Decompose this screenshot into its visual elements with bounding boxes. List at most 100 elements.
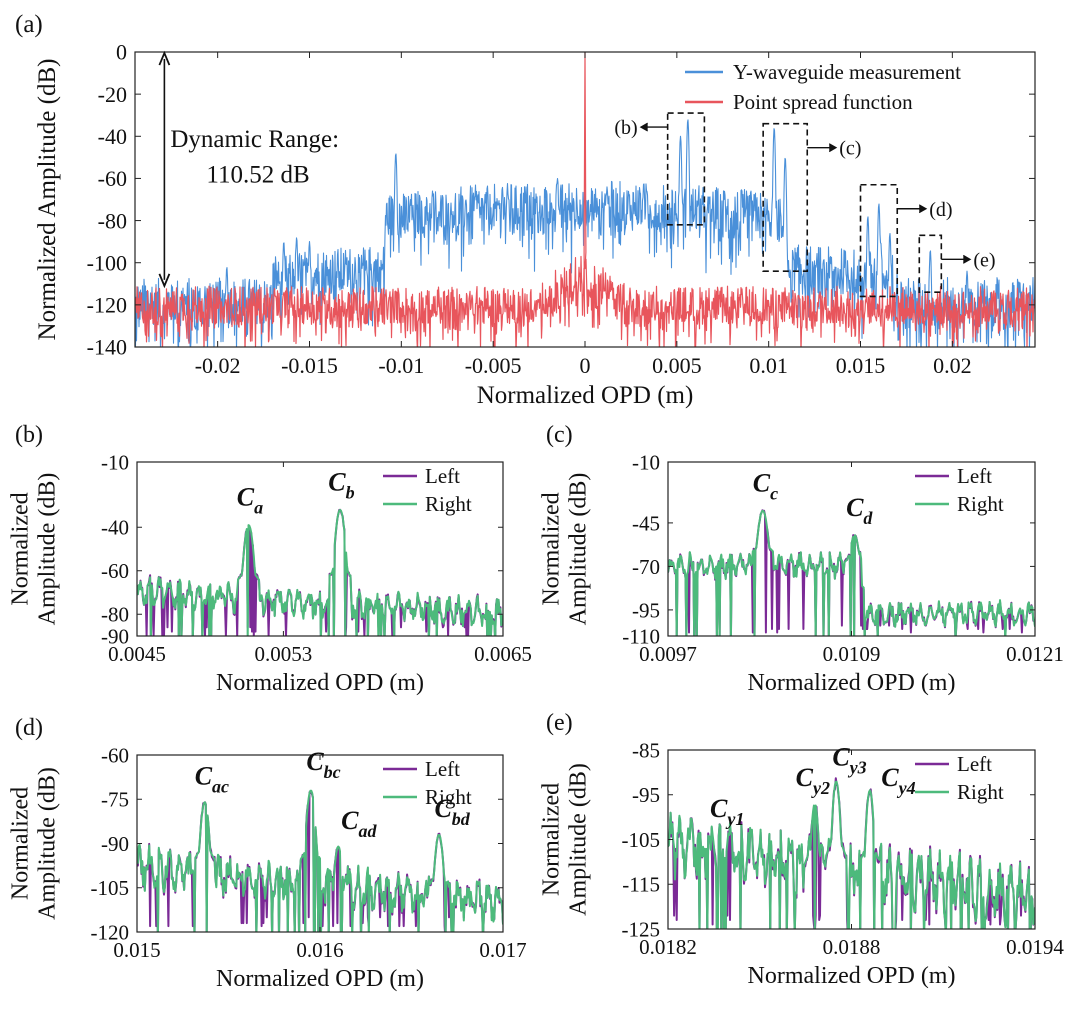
panel-label-c: (c) (546, 422, 573, 448)
dynamic-range-value: 110.52 dB (206, 162, 309, 189)
zoom-arrow-head (918, 204, 928, 214)
plot-area-e (668, 777, 1035, 929)
y-tick-label-a: -100 (87, 250, 127, 275)
panel-label-a: (a) (15, 11, 43, 38)
y-axis-label-d: Amplitude (dB) (35, 767, 61, 920)
series-right-d (137, 789, 503, 932)
x-tick-label-a: 0.015 (836, 353, 886, 378)
x-tick-label-a: -0.01 (378, 353, 424, 378)
zoom-box-b (666, 112, 706, 226)
series-y-waveguide (135, 119, 1035, 347)
peak-label-d: Cd (846, 493, 873, 528)
y-tick-label-a: -80 (98, 208, 127, 233)
x-tick-label-c: 0.0109 (823, 642, 881, 666)
arrow-head-top (158, 50, 171, 66)
plot-area-d (137, 789, 503, 932)
y-tick-label-c: -110 (622, 624, 660, 648)
x-tick-label-a: -0.015 (281, 353, 338, 378)
peak-label-a: Ca (237, 483, 263, 518)
x-tick-label-c: 0.0097 (639, 642, 697, 666)
panel-label-d: (d) (15, 715, 43, 741)
x-tick-label-e: 0.0194 (1006, 935, 1064, 959)
x-tick-label-b: 0.0065 (474, 642, 532, 666)
legend-label-e-0: Left (957, 752, 992, 776)
x-axis-label-c: Normalized OPD (m) (748, 670, 956, 696)
y-tick-label-b: -40 (101, 516, 129, 540)
panel-label-e: (e) (546, 710, 573, 736)
series-psf (135, 52, 1035, 347)
panel-label-b: (b) (15, 422, 43, 448)
x-tick-label-b: 0.0053 (255, 642, 313, 666)
peak-label-ac: Cac (195, 762, 229, 797)
y-tick-label-e: -115 (622, 873, 660, 897)
peak-label-bc: Cbc (306, 747, 340, 782)
peak-label-y2: Cy2 (796, 763, 830, 798)
y-axis-label-c: Normalized (539, 492, 565, 605)
x-tick-label-e: 0.0182 (639, 935, 697, 959)
plot-area-b (137, 508, 503, 636)
legend-label-1: Point spread function (733, 90, 913, 114)
x-axis-label-e: Normalized OPD (m) (748, 963, 956, 989)
legend-label-b-0: Left (425, 464, 460, 488)
y-tick-label-a: -120 (87, 293, 127, 318)
zoom-label: (c) (839, 138, 861, 160)
panel-c: 0.0097 0.0109 0.0121 -10 -45 -70 -95-110 Normal… (539, 422, 1064, 696)
peak-label-b: Cb (328, 467, 354, 502)
y-tick-label-b: -90 (101, 624, 129, 648)
series-right-e (668, 780, 1035, 929)
x-tick-label-d: 0.015 (113, 938, 160, 962)
zoom-box-d (859, 183, 899, 298)
peak-label-y4: Cy4 (881, 763, 915, 798)
zoom-label: (d) (929, 199, 952, 221)
zoom-label: (e) (973, 249, 995, 271)
y-tick-label-a: -60 (98, 166, 127, 191)
series-right-c (668, 509, 1035, 636)
x-axis-label-b: Normalized OPD (m) (216, 670, 424, 696)
y-tick-label-a: 0 (116, 40, 127, 65)
y-axis-label-e: Normalized (539, 783, 565, 896)
x-tick-label-a: -0.02 (195, 353, 241, 378)
panel-a: -0.02 -0.015 -0.01 -0.005 0 0.005 0.01 0.015 0.0… (15, 11, 1036, 409)
panel-d: 0.015 0.016 0.017 -60 -75 -90 -105 -120 Normaliz… (8, 715, 527, 992)
legend-label-e-1: Right (957, 780, 1004, 804)
y-tick-label-d: -120 (91, 920, 130, 944)
y-tick-label-e: -105 (622, 828, 661, 852)
zoom-arrow-head (963, 254, 972, 264)
legend-label-d-1: Right (425, 785, 472, 809)
zoom-arrow-head (639, 122, 648, 132)
x-tick-label-a: 0.01 (749, 353, 788, 378)
arrow-head-bottom (158, 273, 171, 289)
legend-label-c-1: Right (957, 492, 1004, 516)
y-axis-label-a: Normalized Amplitude (dB) (34, 59, 61, 341)
legend-label-d-0: Left (425, 757, 460, 781)
y-tick-label-d: -60 (101, 743, 129, 767)
peak-label-y3: Cy3 (832, 743, 866, 778)
axes-frame-b (136, 461, 504, 637)
plot-area-a (135, 52, 1035, 347)
x-tick-label-d: 0.017 (479, 938, 526, 962)
y-tick-label-e: -125 (622, 917, 661, 941)
y-tick-label-a: -40 (98, 124, 127, 149)
x-tick-label-a: -0.005 (465, 353, 522, 378)
y-tick-label-d: -90 (101, 832, 129, 856)
x-tick-label-b: 0.0045 (108, 642, 166, 666)
y-tick-label-b: -80 (101, 603, 129, 627)
y-axis-label-b: Amplitude (dB) (35, 473, 61, 626)
dynamic-range-title: Dynamic Range: (170, 126, 339, 153)
y-axis-label-d: Normalized (8, 787, 34, 900)
legend-label-c-0: Left (957, 464, 992, 488)
x-tick-label-a: 0.005 (652, 353, 702, 378)
series-right-b (137, 508, 503, 636)
zoom-box-c (762, 122, 809, 272)
x-tick-label-e: 0.0188 (823, 935, 881, 959)
panel-e: 0.0182 0.0188 0.0194 -85 -95 -105 -115 -125 Norm… (539, 710, 1065, 989)
peak-label-c: Cc (753, 469, 778, 504)
y-tick-label-b: -60 (101, 559, 129, 583)
plot-area-c (668, 509, 1035, 636)
y-tick-label-d: -75 (101, 788, 129, 812)
y-tick-label-a: -140 (87, 335, 127, 360)
y-axis-label-e: Amplitude (dB) (566, 763, 592, 916)
zoom-arrow-head (828, 143, 838, 153)
x-axis-label-d: Normalized OPD (m) (216, 966, 424, 992)
